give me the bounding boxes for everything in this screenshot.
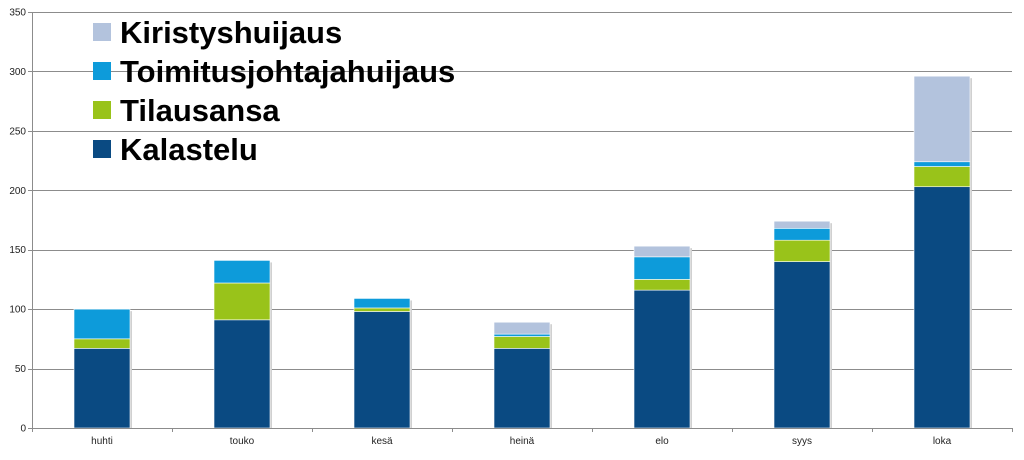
legend-swatch	[93, 23, 111, 41]
legend-swatch	[93, 140, 111, 158]
bar-stack	[493, 321, 552, 429]
bar-segment	[633, 256, 691, 280]
bar-stack	[73, 308, 132, 429]
bar-segment	[73, 308, 131, 340]
bar-stack	[913, 75, 972, 429]
bar-stack	[773, 220, 832, 429]
bar-segment	[353, 298, 411, 309]
axes	[32, 12, 1012, 429]
bar-segment	[913, 166, 971, 188]
bar-segment	[213, 282, 271, 321]
x-tick-label: touko	[230, 436, 255, 447]
bar-segment	[633, 289, 691, 429]
x-tick-label: huhti	[91, 436, 113, 447]
bar-segment	[353, 307, 411, 312]
x-tick-label: syys	[792, 436, 812, 447]
bar-segment	[493, 333, 551, 337]
x-tick-label: elo	[655, 436, 669, 447]
bar-segment	[913, 161, 971, 167]
y-tick-label: 300	[9, 67, 26, 78]
bar-segment	[353, 311, 411, 429]
y-tick-label: 350	[9, 8, 26, 19]
legend-swatch	[93, 101, 111, 119]
bar-segment	[633, 279, 691, 291]
y-tick-label: 150	[9, 245, 26, 256]
bars	[73, 75, 972, 429]
legend-label: Toimitusjohtajahuijaus	[120, 54, 455, 89]
bar-segment	[913, 75, 971, 163]
y-tick-label: 0	[20, 424, 26, 435]
legend-label: Tilausansa	[120, 93, 280, 128]
y-tick-label: 100	[9, 305, 26, 316]
bar-segment	[633, 245, 691, 258]
bar-segment	[773, 261, 831, 429]
y-axis-ticks: 0 50 100 150 200 250 300 350	[9, 8, 32, 435]
x-axis-ticks: huhti touko kesä heinä elo syys loka	[32, 428, 1013, 447]
bar-segment	[73, 348, 131, 429]
x-tick-label: heinä	[510, 436, 535, 447]
bar-segment	[493, 321, 551, 335]
gridlines	[32, 12, 1012, 429]
bar-segment	[73, 338, 131, 349]
bar-segment	[493, 336, 551, 349]
x-tick-label: loka	[933, 436, 952, 447]
legend-label: Kalastelu	[120, 132, 258, 167]
bar-segment	[773, 228, 831, 241]
legend: Kiristyshuijaus Toimitusjohtajahuijaus Til…	[93, 15, 455, 167]
bar-segment	[913, 186, 971, 429]
y-tick-label: 50	[15, 364, 27, 375]
bar-segment	[773, 220, 831, 229]
bar-segment	[213, 260, 271, 284]
bar-stack	[213, 260, 272, 429]
x-tick-label: kesä	[371, 436, 393, 447]
bar-segment	[213, 319, 271, 429]
legend-label: Kiristyshuijaus	[120, 15, 342, 50]
y-tick-label: 250	[9, 126, 26, 137]
bar-stack	[633, 245, 692, 429]
y-tick-label: 200	[9, 186, 26, 197]
bar-segment	[773, 239, 831, 262]
bar-segment	[493, 348, 551, 429]
bar-stack	[353, 298, 412, 429]
legend-swatch	[93, 62, 111, 80]
